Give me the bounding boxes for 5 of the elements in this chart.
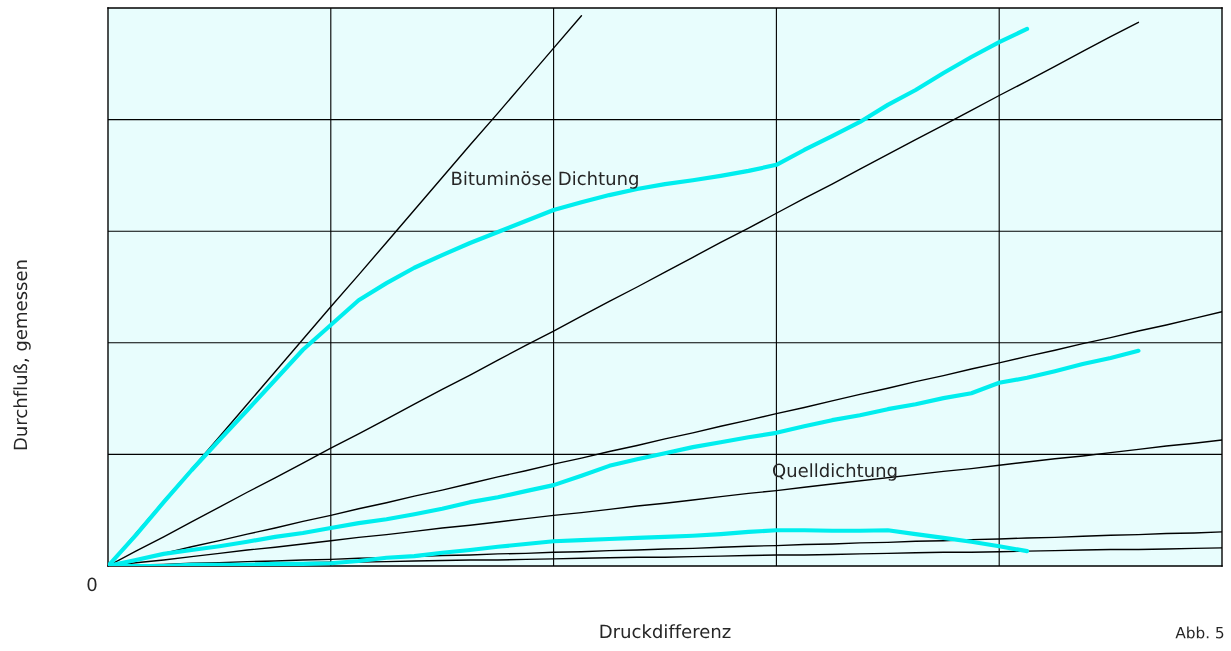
caption: Abb. 5 — [1175, 626, 1224, 639]
x-axis-title: Druckdifferenz — [600, 624, 731, 639]
annotation: Bituminöse Dichtung — [452, 171, 638, 189]
text: 0 — [87, 577, 97, 592]
y-axis-title: Durchfluß, gemessen — [13, 260, 31, 450]
